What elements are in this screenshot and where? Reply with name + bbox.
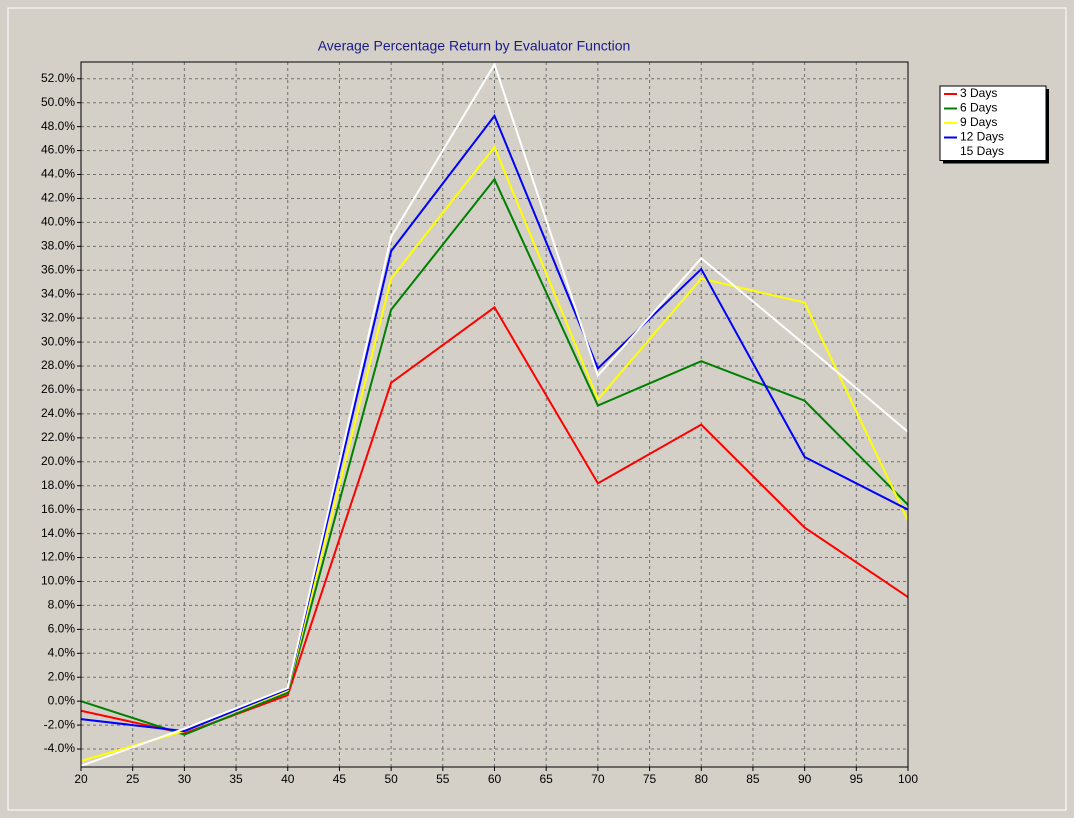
y-tick-label: 30.0%	[41, 334, 75, 348]
y-tick-label: 48.0%	[41, 119, 75, 133]
x-tick-label: 90	[798, 772, 812, 786]
y-tick-label: 50.0%	[41, 95, 75, 109]
y-tick-label: 40.0%	[41, 215, 75, 229]
y-tick-label: 20.0%	[41, 454, 75, 468]
y-tick-label: 46.0%	[41, 143, 75, 157]
x-tick-label: 95	[850, 772, 864, 786]
y-tick-label: 24.0%	[41, 406, 75, 420]
y-tick-label: 14.0%	[41, 526, 75, 540]
y-tick-label: 12.0%	[41, 550, 75, 564]
x-tick-label: 25	[126, 772, 140, 786]
y-tick-label: 10.0%	[41, 574, 75, 588]
y-tick-label: 18.0%	[41, 478, 75, 492]
y-tick-label: 0.0%	[48, 693, 76, 707]
x-tick-label: 50	[384, 772, 398, 786]
x-tick-label: 40	[281, 772, 295, 786]
legend-label: 9 Days	[960, 115, 997, 129]
x-tick-label: 100	[898, 772, 918, 786]
legend-label: 6 Days	[960, 101, 997, 115]
x-tick-label: 55	[436, 772, 450, 786]
x-tick-label: 70	[591, 772, 605, 786]
plot-area	[81, 62, 908, 767]
y-tick-label: 32.0%	[41, 310, 75, 324]
series-line	[80, 177, 909, 736]
y-tick-label: 38.0%	[41, 239, 75, 253]
series-line	[80, 113, 909, 733]
x-tick-label: 75	[643, 772, 657, 786]
x-tick-label: 35	[229, 772, 243, 786]
y-tick-label: 28.0%	[41, 358, 75, 372]
y-tick-label: -4.0%	[44, 741, 76, 755]
y-tick-label: 42.0%	[41, 191, 75, 205]
legend-label: 3 Days	[960, 86, 997, 100]
y-tick-label: 8.0%	[48, 598, 76, 612]
x-tick-label: 80	[695, 772, 709, 786]
y-tick-label: 36.0%	[41, 262, 75, 276]
legend-box	[939, 85, 1047, 161]
series-line	[80, 62, 909, 767]
x-tick-label: 30	[178, 772, 192, 786]
y-tick-label: -2.0%	[44, 717, 76, 731]
y-tick-label: 6.0%	[48, 622, 76, 636]
y-tick-label: 44.0%	[41, 167, 75, 181]
y-tick-label: 34.0%	[41, 286, 75, 300]
legend-label: 15 Days	[960, 144, 1004, 158]
legend-label: 12 Days	[960, 130, 1004, 144]
x-tick-label: 45	[333, 772, 347, 786]
x-tick-label: 65	[540, 772, 554, 786]
y-tick-label: 2.0%	[48, 669, 76, 683]
x-tick-label: 20	[74, 772, 88, 786]
y-tick-label: 22.0%	[41, 430, 75, 444]
y-tick-label: 16.0%	[41, 502, 75, 516]
y-tick-label: 26.0%	[41, 382, 75, 396]
x-tick-label: 85	[746, 772, 760, 786]
y-tick-label: 4.0%	[48, 645, 76, 659]
y-tick-label: 52.0%	[41, 71, 75, 85]
chart-title: Average Percentage Return by Evaluator F…	[318, 38, 631, 54]
chart-frame	[7, 7, 1067, 811]
plot-border	[80, 61, 909, 768]
x-tick-label: 60	[488, 772, 502, 786]
